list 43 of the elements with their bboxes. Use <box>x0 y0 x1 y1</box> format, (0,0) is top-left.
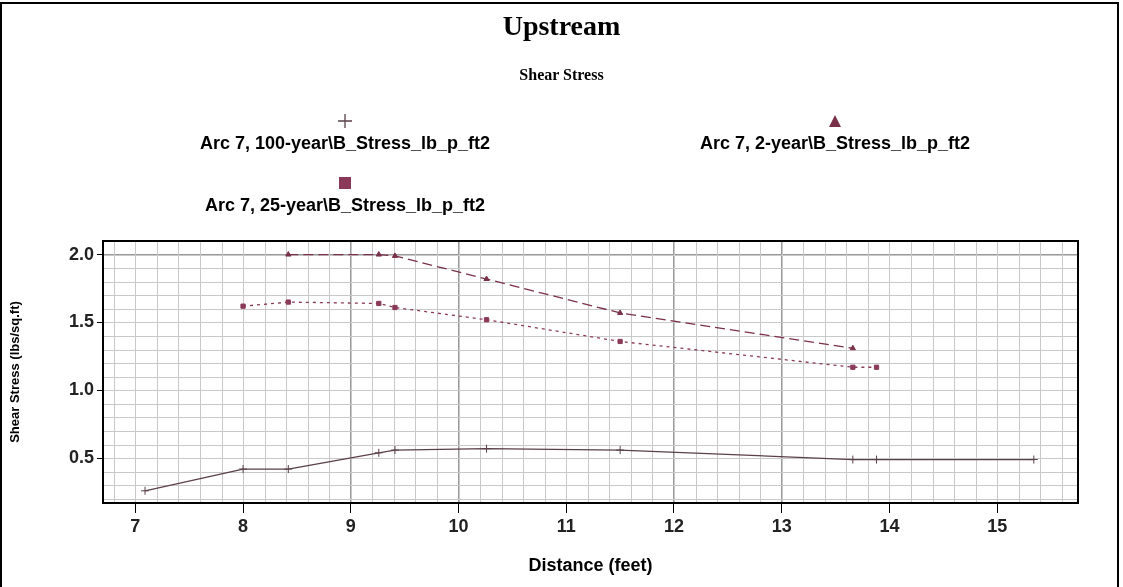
point <box>848 455 858 465</box>
chart-subtitle: Shear Stress <box>518 66 605 84</box>
point <box>285 251 292 257</box>
point <box>873 364 880 370</box>
x-axis-title: Distance (feet) <box>528 555 653 576</box>
point <box>483 317 490 323</box>
point <box>238 464 248 474</box>
point <box>391 252 399 258</box>
point <box>615 445 625 455</box>
y-tick-label: 1.0 <box>68 379 94 400</box>
x-tick-label: 7 <box>130 515 141 536</box>
y-tick-label: 1.5 <box>68 311 94 332</box>
y-tick-label: 0.5 <box>68 447 94 468</box>
point <box>376 300 382 307</box>
x-tick-label: 11 <box>556 515 576 536</box>
point <box>849 344 856 351</box>
chart-title: Upstream <box>501 10 622 42</box>
x-tick-label: 12 <box>663 515 685 536</box>
point <box>392 304 398 311</box>
x-tick-label: 14 <box>879 515 900 536</box>
x-tick-label: 13 <box>771 515 792 536</box>
point <box>283 464 293 474</box>
point <box>482 444 492 454</box>
x-tick-label: 8 <box>238 515 249 536</box>
point <box>374 448 384 458</box>
point <box>617 338 623 345</box>
point <box>1029 455 1039 465</box>
point <box>140 486 150 496</box>
point <box>617 309 624 315</box>
x-tick-label: 10 <box>448 515 469 536</box>
legend-label: Arc 7, 100-year\B_Stress_lb_p_ft2 <box>199 133 491 153</box>
point <box>375 251 382 257</box>
point <box>390 445 400 455</box>
legend-label: Arc 7, 2-year\B_Stress_lb_p_ft2 <box>699 133 971 153</box>
point <box>483 275 490 282</box>
point <box>240 303 246 309</box>
x-tick-label: 9 <box>345 515 356 536</box>
y-axis-title: Shear Stress (lbs/sq.ft) <box>7 301 23 443</box>
point <box>850 364 856 370</box>
x-tick-label: 15 <box>987 515 1008 536</box>
y-tick-label: 2.0 <box>68 243 94 264</box>
point <box>285 299 291 305</box>
legend-label: Arc 7, 25-year\B_Stress_lb_p_ft2 <box>204 195 486 215</box>
